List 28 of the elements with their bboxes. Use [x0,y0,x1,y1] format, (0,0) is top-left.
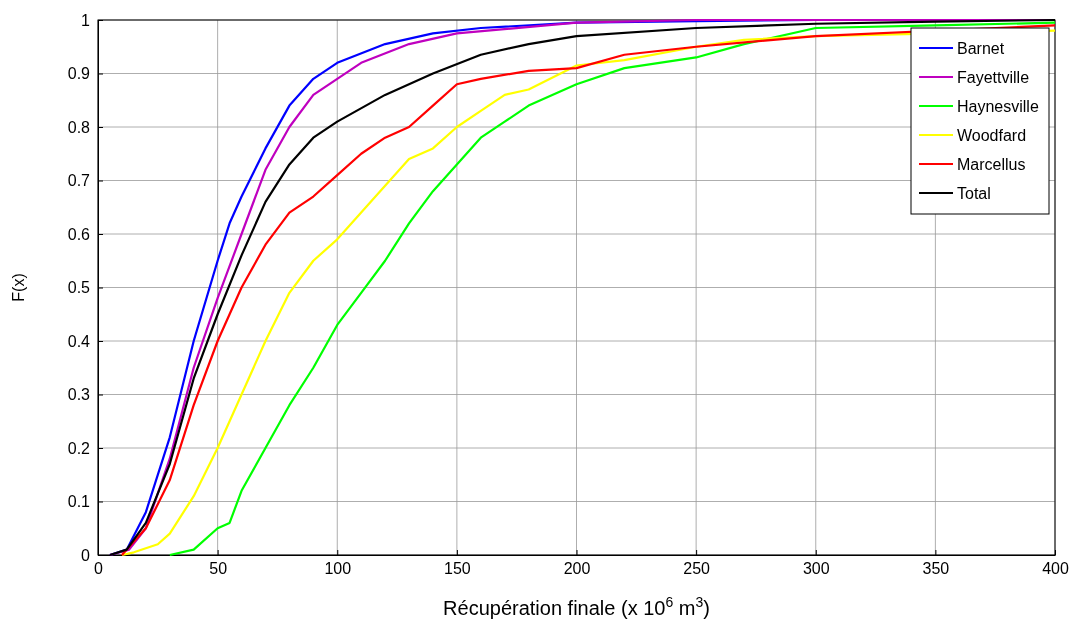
x-tick-label: 150 [444,560,471,578]
legend-label: Fayettville [957,69,1030,86]
legend-label: Barnet [957,40,1005,57]
y-tick-label: 0.2 [67,439,91,457]
legend-label: Marcellus [957,156,1026,173]
y-tick-label: 0 [81,546,91,564]
legend-label: Haynesville [957,98,1039,115]
x-axis-title: Récupération finale (x 10$^{6}$ m$^{3}$) [443,594,710,619]
x-tick-label: 200 [563,560,591,578]
y-tick-label: 0.3 [67,386,91,404]
y-tick-label: 0.4 [67,332,91,350]
y-tick-label: 0.8 [67,118,91,136]
y-tick-label: 0.1 [67,493,91,511]
x-tick-label: 0 [94,560,104,578]
x-tick-label: 50 [209,560,228,578]
x-tick-label: 100 [324,560,352,578]
y-tick-label: 0.7 [67,172,91,190]
y-tick-label: 1 [81,11,91,29]
x-tick-label: 250 [683,560,711,578]
x-tick-label: 400 [1042,560,1069,578]
y-tick-label: 0.5 [67,279,91,297]
y-axis-title: F(x) [10,273,27,302]
legend-label: Total [957,185,991,202]
x-tick-label: 300 [802,560,830,578]
legend-label: Woodfard [957,127,1027,144]
y-tick-label: 0.6 [67,225,91,243]
x-tick-label: 350 [922,560,950,578]
y-tick-label: 0.9 [67,65,91,83]
